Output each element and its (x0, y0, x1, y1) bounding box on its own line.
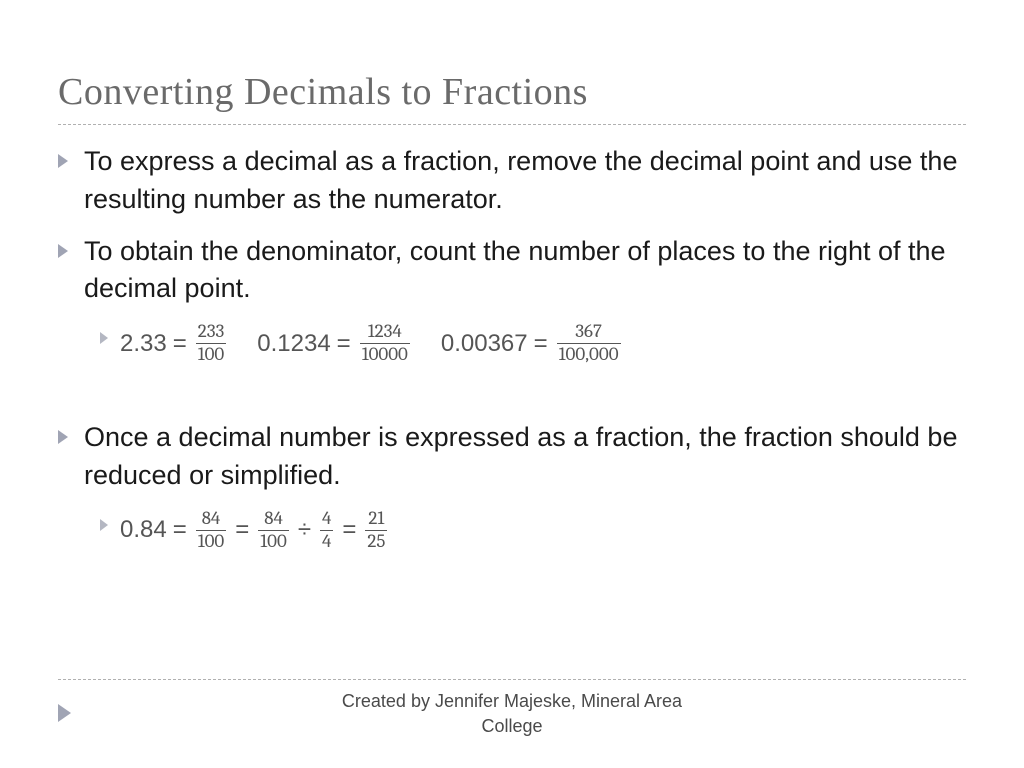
denominator: 100 (196, 530, 227, 552)
triangle-bullet-icon (58, 430, 68, 444)
fraction: 233 100 (196, 322, 227, 365)
triangle-bullet-icon (100, 332, 108, 344)
example-line: 2.33 = 233 100 0.1234 = 1234 10000 (100, 322, 966, 365)
denominator: 10000 (360, 343, 410, 365)
equals-sign: = (337, 330, 351, 358)
denominator: 100 (258, 530, 289, 552)
numerator: 4 (320, 509, 333, 530)
bullet-item-2: To obtain the denominator, count the num… (58, 233, 966, 309)
bullet-item-3: Once a decimal number is expressed as a … (58, 419, 966, 495)
equals-sign: = (173, 330, 187, 358)
numerator: 1234 (366, 322, 404, 343)
numerator: 84 (200, 509, 223, 530)
example-line: 0.84 = 84 100 = 84 100 ÷ 4 4 (100, 509, 966, 552)
expr-c: 0.00367 = 367 100,000 (441, 322, 624, 365)
decimal-value: 0.84 (120, 516, 167, 544)
footer-line-2: College (481, 716, 542, 736)
math-expressions: 0.84 = 84 100 = 84 100 ÷ 4 4 (120, 509, 390, 552)
fraction: 84 100 (196, 509, 227, 552)
decimal-value: 0.1234 (257, 330, 330, 358)
expr-a: 2.33 = 233 100 (120, 322, 229, 365)
bullet-text: Once a decimal number is expressed as a … (84, 419, 966, 495)
footer-line-1: Created by Jennifer Majeske, Mineral Are… (342, 691, 682, 711)
bullet-list-2: Once a decimal number is expressed as a … (58, 419, 966, 495)
fraction: 84 100 (258, 509, 289, 552)
equals-sign: = (534, 330, 548, 358)
footer-divider (58, 679, 966, 680)
denominator: 25 (365, 530, 387, 552)
bullet-text: To obtain the denominator, count the num… (84, 233, 966, 309)
numerator: 84 (262, 509, 285, 530)
bullet-item-1: To express a decimal as a fraction, remo… (58, 143, 966, 219)
denominator: 100 (196, 343, 227, 365)
math-expressions: 2.33 = 233 100 0.1234 = 1234 10000 (120, 322, 624, 365)
numerator: 21 (366, 509, 386, 530)
equals-sign: = (235, 516, 249, 544)
triangle-bullet-icon (58, 154, 68, 168)
denominator: 100,000 (557, 343, 621, 365)
footer-credit: Created by Jennifer Majeske, Mineral Are… (0, 689, 1024, 738)
fraction: 1234 10000 (360, 322, 410, 365)
division-sign: ÷ (298, 516, 311, 544)
denominator: 4 (320, 530, 333, 552)
decimal-value: 0.00367 (441, 330, 528, 358)
numerator: 233 (196, 322, 227, 343)
fraction: 367 100,000 (557, 322, 621, 365)
triangle-bullet-icon (100, 519, 108, 531)
slide-title: Converting Decimals to Fractions (58, 70, 966, 125)
triangle-bullet-icon (58, 244, 68, 258)
fraction: 4 4 (320, 509, 333, 552)
decimal-value: 2.33 (120, 330, 167, 358)
numerator: 367 (573, 322, 604, 343)
equals-sign: = (342, 516, 356, 544)
expr-simplify: 0.84 = 84 100 = 84 100 ÷ 4 4 (120, 509, 390, 552)
bullet-text: To express a decimal as a fraction, remo… (84, 143, 966, 219)
bullet-list: To express a decimal as a fraction, remo… (58, 143, 966, 308)
examples-row-1: 2.33 = 233 100 0.1234 = 1234 10000 (100, 322, 966, 365)
equals-sign: = (173, 516, 187, 544)
fraction: 21 25 (365, 509, 387, 552)
examples-row-2: 0.84 = 84 100 = 84 100 ÷ 4 4 (100, 509, 966, 552)
expr-b: 0.1234 = 1234 10000 (257, 322, 413, 365)
